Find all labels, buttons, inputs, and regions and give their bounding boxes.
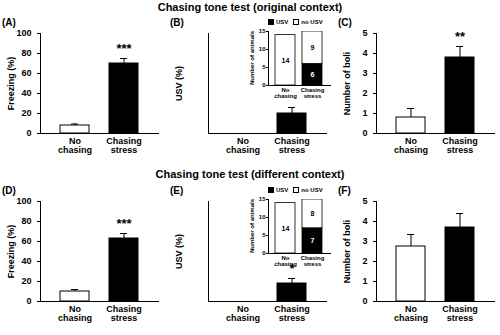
html-text:(F): (F) (338, 185, 351, 196)
svg-text:2: 2 (362, 88, 367, 98)
html-text:(B): (B) (170, 17, 184, 28)
html-text:(A): (A) (2, 17, 16, 28)
html-text:Number of boli: Number of boli (341, 219, 352, 283)
svg-text:4: 4 (362, 216, 367, 226)
svg-text:5: 5 (362, 196, 367, 206)
html-text:(C): (C) (338, 17, 352, 28)
html-text:Number of boli: Number of boli (341, 51, 352, 115)
svg-text:40: 40 (21, 88, 31, 98)
svg-text:1: 1 (362, 276, 367, 286)
svg-text:Chasingstress: Chasingstress (301, 87, 325, 99)
svg-text:15: 15 (259, 28, 266, 34)
svg-text:40: 40 (21, 256, 31, 266)
svg-text:0: 0 (362, 296, 367, 306)
svg-text:3: 3 (362, 236, 367, 246)
html-text:USV (%): USV (%) (173, 65, 184, 101)
svg-text:Nochasing: Nochasing (274, 87, 297, 99)
html-text:no USV: no USV (301, 186, 323, 193)
svg-text:0: 0 (262, 250, 266, 256)
svg-text:Nochasing: Nochasing (226, 136, 260, 155)
svg-text:10: 10 (259, 46, 266, 52)
svg-text:1: 1 (362, 108, 367, 118)
svg-text:5: 5 (362, 28, 367, 38)
svg-text:8: 8 (311, 210, 315, 217)
html-text:(E): (E) (170, 185, 184, 196)
html-text:Number of animals: Number of animals (249, 31, 255, 85)
svg-text:Chasingstress: Chasingstress (106, 136, 142, 155)
svg-text:60: 60 (21, 68, 31, 78)
html-text:Number of animals: Number of animals (249, 199, 255, 253)
svg-text:3: 3 (362, 68, 367, 78)
svg-text:100: 100 (16, 28, 31, 38)
svg-text:0: 0 (26, 296, 31, 306)
svg-text:Nochasing: Nochasing (58, 136, 92, 155)
html-text:USV: USV (276, 18, 289, 25)
html-text:Chasing tone test (different c: Chasing tone test (different context) (155, 168, 345, 180)
svg-text:0: 0 (26, 128, 31, 138)
html-text:Chasing tone test (original co: Chasing tone test (original context) (157, 1, 343, 13)
svg-text:60: 60 (21, 236, 31, 246)
svg-text:Chasingstress: Chasingstress (301, 255, 325, 267)
svg-text:20: 20 (21, 276, 31, 286)
svg-text:80: 80 (21, 216, 31, 226)
svg-text:***: *** (116, 216, 132, 231)
svg-text:Nochasing: Nochasing (274, 255, 297, 267)
svg-text:0: 0 (262, 82, 266, 88)
svg-text:2: 2 (362, 256, 367, 266)
svg-text:Nochasing: Nochasing (394, 304, 428, 323)
svg-text:6: 6 (311, 71, 315, 78)
svg-text:Nochasing: Nochasing (394, 136, 428, 155)
svg-text:20: 20 (21, 108, 31, 118)
svg-text:Chasingstress: Chasingstress (106, 304, 142, 323)
svg-text:Chasingstress: Chasingstress (274, 136, 310, 155)
html-text:no USV: no USV (301, 18, 323, 25)
html-text:Freezing (%): Freezing (%) (5, 56, 16, 110)
svg-text:Nochasing: Nochasing (226, 304, 260, 323)
svg-text:4: 4 (362, 48, 367, 58)
svg-text:7: 7 (311, 237, 315, 244)
svg-text:Chasingstress: Chasingstress (442, 136, 478, 155)
svg-text:Chasingstress: Chasingstress (274, 304, 310, 323)
html-text:USV (%): USV (%) (173, 233, 184, 269)
svg-text:**: ** (455, 29, 466, 44)
svg-text:Nochasing: Nochasing (58, 304, 92, 323)
html-text:USV: USV (276, 186, 289, 193)
svg-text:14: 14 (282, 225, 290, 232)
svg-text:9: 9 (311, 44, 315, 51)
svg-text:14: 14 (282, 57, 290, 64)
svg-text:Chasingstress: Chasingstress (442, 304, 478, 323)
svg-text:0: 0 (362, 128, 367, 138)
svg-text:5: 5 (262, 64, 266, 70)
html-text:Freezing (%): Freezing (%) (5, 224, 16, 278)
svg-text:5: 5 (262, 232, 266, 238)
html-text:(D): (D) (2, 185, 16, 196)
svg-text:***: *** (116, 41, 132, 56)
svg-text:100: 100 (16, 196, 31, 206)
svg-text:15: 15 (259, 196, 266, 202)
svg-text:80: 80 (21, 48, 31, 58)
svg-text:10: 10 (259, 214, 266, 220)
